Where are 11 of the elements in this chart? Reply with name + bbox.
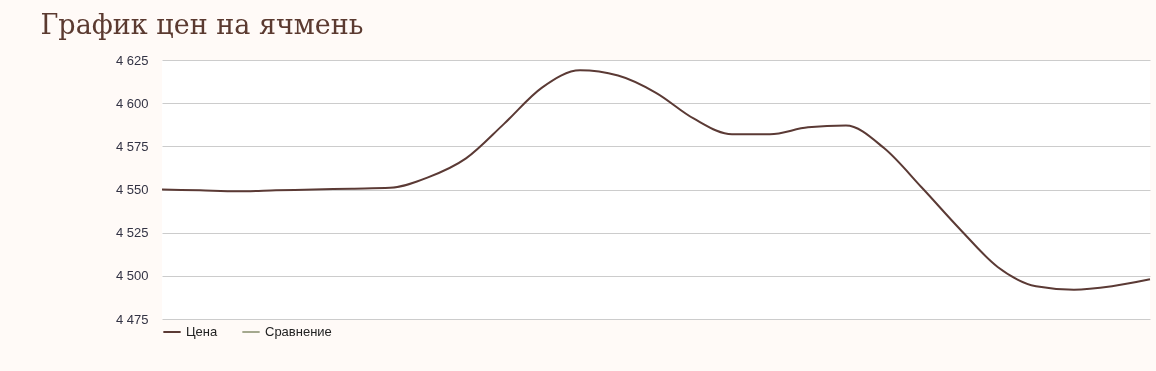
y-tick-label: 4 550	[115, 182, 149, 197]
legend-label: Сравнение	[265, 324, 332, 339]
chart-title: График цен на ячмень	[40, 9, 364, 40]
y-tick-label: 4 625	[115, 52, 149, 68]
legend-label: Цена	[186, 324, 219, 339]
y-tick-label: 4 575	[115, 138, 149, 154]
y-tick-label: 4 500	[115, 268, 149, 284]
y-tick-label: 4 600	[115, 95, 149, 111]
y-tick-label: 4 525	[115, 225, 149, 241]
y-tick-label: 4 475	[115, 311, 149, 327]
line-series	[161, 69, 1151, 291]
